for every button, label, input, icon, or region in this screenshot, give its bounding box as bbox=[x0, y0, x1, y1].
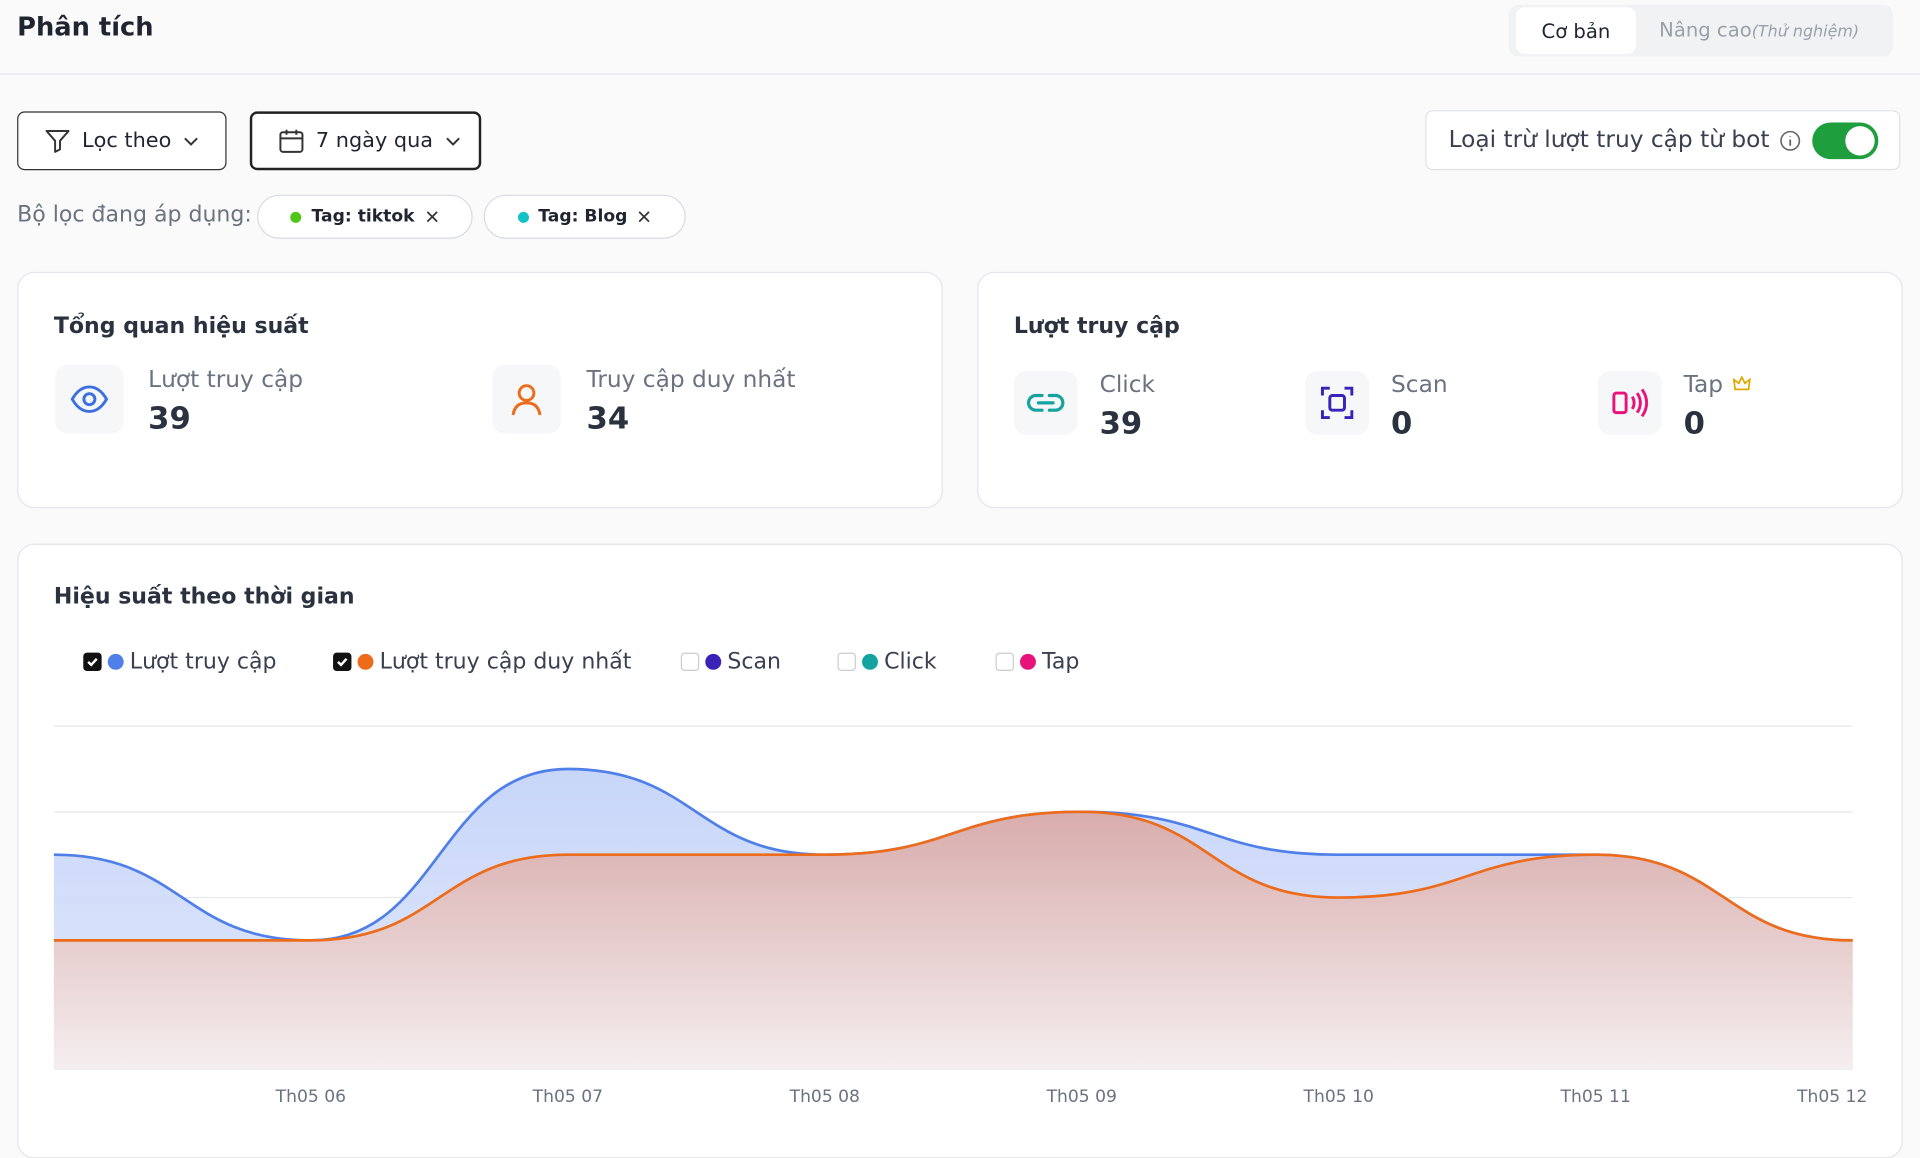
legend-dot bbox=[107, 653, 124, 670]
close-icon[interactable] bbox=[424, 209, 439, 224]
stat-value: 0 bbox=[1683, 405, 1705, 441]
checkbox[interactable] bbox=[333, 652, 352, 672]
chart: Th05 06 Th05 07 Th05 08 Th05 09 Th05 10 Th05 … bbox=[53, 725, 1867, 1107]
stat-label: Truy cập duy nhất bbox=[586, 366, 796, 394]
legend-label: Scan bbox=[727, 648, 781, 675]
page: Phân tích Cơ bản Nâng cao(Thử nghiệm) Lọ… bbox=[0, 7, 1920, 1158]
tab[interactable]: Nâng cao(Thử nghiệm) bbox=[1659, 18, 1859, 41]
legend-dot bbox=[705, 653, 722, 670]
x-tick-label: Th05 09 bbox=[1046, 1087, 1117, 1107]
tab-label: Cơ bản bbox=[1541, 18, 1611, 43]
scan-icon bbox=[1305, 371, 1369, 435]
chart-title: Hiệu suất theo thời gian bbox=[53, 584, 355, 610]
chevron bbox=[184, 137, 198, 146]
legend-dot bbox=[357, 653, 374, 670]
x-tick-label: Th05 08 bbox=[789, 1087, 860, 1107]
area bbox=[53, 811, 1853, 1069]
legend-label: Lượt truy cập bbox=[129, 648, 277, 675]
stat-label: Click bbox=[1099, 371, 1156, 398]
calendar-icon bbox=[279, 129, 304, 153]
chip-label: Tag: Blog bbox=[538, 206, 628, 227]
legend-dot bbox=[1020, 653, 1036, 670]
filter-icon bbox=[45, 130, 70, 153]
toggle-label: Loại trừ lượt truy cập từ bot bbox=[1448, 126, 1770, 154]
legend-label: Lượt truy cập duy nhất bbox=[379, 648, 632, 675]
card-title: Tổng quan hiệu suất bbox=[53, 313, 309, 340]
x-tick-label: Th05 11 bbox=[1560, 1087, 1631, 1107]
filter-chip[interactable]: Tag: Blog bbox=[483, 194, 686, 239]
legend-item[interactable]: Lượt truy cập duy nhất bbox=[333, 649, 631, 675]
x-tick-label: Th05 06 bbox=[275, 1087, 346, 1107]
crown-icon bbox=[1732, 375, 1751, 391]
x-tick-label: Th05 12 bbox=[1796, 1087, 1867, 1107]
user-icon bbox=[492, 364, 561, 434]
stat-label: Tap bbox=[1683, 371, 1724, 398]
tab-label: Nâng cao bbox=[1659, 18, 1752, 42]
chevron bbox=[445, 137, 460, 146]
checkbox[interactable] bbox=[680, 652, 700, 672]
stat-value: 39 bbox=[148, 400, 191, 436]
stat-label: Lượt truy cập bbox=[148, 366, 304, 394]
close-icon[interactable] bbox=[637, 209, 652, 224]
legend-item[interactable]: Scan bbox=[680, 648, 781, 675]
stat-value: 39 bbox=[1099, 405, 1143, 441]
checkbox[interactable] bbox=[995, 652, 1014, 672]
chip-dot bbox=[290, 211, 302, 223]
tap-icon bbox=[1597, 371, 1662, 435]
chip-label: Tag: tiktok bbox=[311, 206, 415, 227]
page-title: Phân tích bbox=[17, 12, 154, 42]
stat-value: 0 bbox=[1391, 405, 1413, 441]
eye-icon bbox=[55, 364, 124, 434]
toggle[interactable] bbox=[1812, 122, 1879, 160]
checkbox[interactable] bbox=[837, 652, 856, 672]
tab[interactable]: Cơ bản bbox=[1515, 7, 1636, 54]
chip-dot bbox=[517, 211, 529, 223]
legend-dot bbox=[862, 653, 878, 670]
stat-value: 34 bbox=[586, 400, 630, 436]
info-icon bbox=[1780, 130, 1801, 151]
date-button[interactable]: 7 ngày qua bbox=[249, 111, 482, 171]
line bbox=[53, 810, 1853, 942]
tab-note: (Thử nghiệm) bbox=[1751, 23, 1860, 42]
legend-item[interactable]: Lượt truy cập bbox=[83, 648, 277, 675]
x-tick-label: Th05 10 bbox=[1303, 1087, 1374, 1107]
filter-chip[interactable]: Tag: tiktok bbox=[257, 194, 473, 239]
legend-label: Click bbox=[884, 648, 937, 675]
x-tick-label: Th05 07 bbox=[532, 1087, 603, 1107]
link-icon bbox=[1013, 371, 1078, 435]
toggle-knob bbox=[1845, 126, 1875, 156]
checkbox[interactable] bbox=[83, 652, 102, 672]
button-label: Lọc theo bbox=[82, 128, 172, 154]
legend-item[interactable]: Click bbox=[837, 648, 937, 675]
card-title: Lượt truy cập bbox=[1013, 313, 1180, 340]
filter-button[interactable]: Lọc theo bbox=[17, 111, 227, 171]
legend-label: Tap bbox=[1042, 648, 1080, 675]
stat-label: Scan bbox=[1391, 371, 1448, 398]
button-label: 7 ngày qua bbox=[315, 128, 434, 154]
applied-label: Bộ lọc đang áp dụng: bbox=[17, 202, 252, 228]
overview-card bbox=[17, 271, 943, 509]
legend-item[interactable]: Tap bbox=[995, 648, 1080, 675]
screen: Phân tích Cơ bản Nâng cao(Thử nghiệm) Lọ… bbox=[0, 7, 1920, 1158]
